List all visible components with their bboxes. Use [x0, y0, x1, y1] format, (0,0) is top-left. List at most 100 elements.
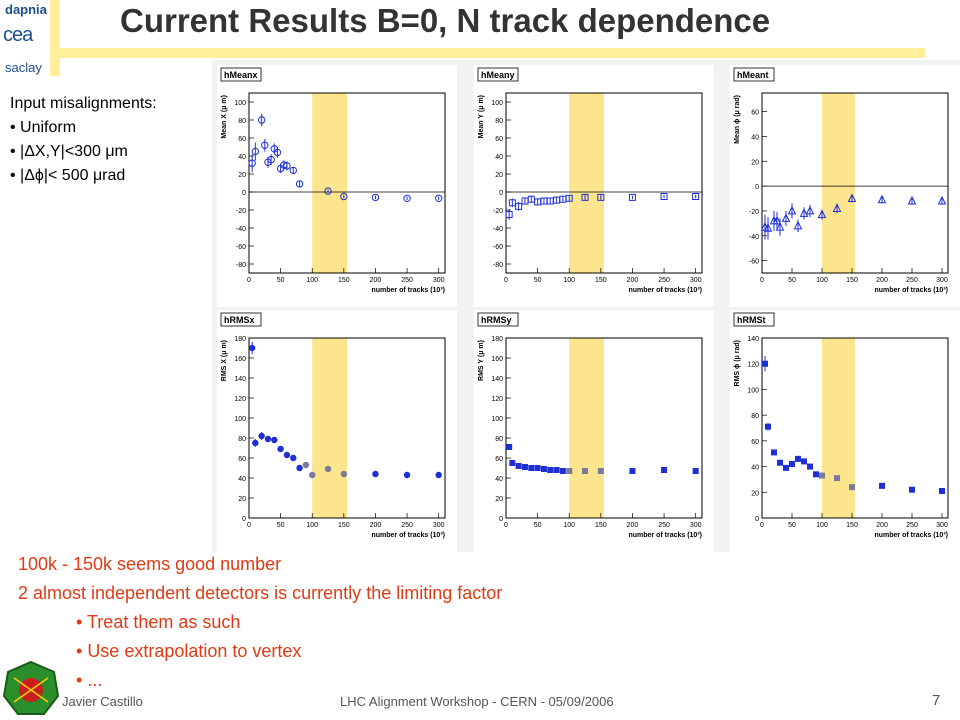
y-tick-label: 20 [751, 490, 759, 497]
x-tick-label: 150 [846, 277, 858, 284]
y-tick-label: 60 [751, 110, 759, 117]
x-tick-label: 100 [816, 522, 828, 529]
plot-frame [761, 92, 949, 274]
y-tick-label: 60 [238, 136, 246, 143]
y-tick-label: 40 [495, 476, 503, 483]
data-point [597, 193, 605, 201]
y-tick-label: 60 [751, 439, 759, 446]
chart-title-box [220, 312, 262, 327]
data-point [264, 435, 272, 443]
x-tick-label: 200 [370, 277, 382, 284]
note-bullet-text: Treat them as such [86, 612, 241, 632]
note-bullet-text: ... [87, 670, 103, 690]
y-tick-label: 40 [751, 465, 759, 472]
x-tick-label: 0 [247, 522, 251, 529]
data-point [692, 468, 699, 474]
y-tick-label: 20 [238, 172, 246, 179]
logo-accent-bar [50, 0, 60, 76]
data-point [805, 205, 815, 215]
y-tick-label: 0 [242, 516, 246, 523]
data-point [506, 444, 513, 450]
x-tick-label: 200 [876, 522, 888, 529]
y-tick-label: -60 [493, 244, 503, 251]
data-point [403, 194, 411, 203]
y-axis-label: Mean Y (μ m) [478, 95, 485, 138]
logo-top-text: dapnia [5, 2, 47, 17]
data-point [781, 213, 791, 222]
plot-panel-hrmsx: hRMSx 0 20 40 60 80 100 120 140 160 180 0 50 100 150 20… [217, 310, 457, 552]
y-tick-label: 100 [491, 416, 503, 423]
note-bullet: • Treat them as such [76, 612, 241, 632]
chart-hRMSt: hRMSt 0 20 40 60 80 100 120 140 0 50 100 150 200 250 30… [733, 312, 949, 539]
y-tick-label: 60 [238, 456, 246, 463]
data-point [819, 472, 825, 479]
x-tick-label: 250 [401, 522, 413, 529]
y-tick-label: 20 [495, 172, 503, 179]
data-point [252, 439, 259, 447]
data-point [559, 468, 566, 474]
data-point [257, 116, 266, 124]
y-axis-label: Mean ϕ (μ rad) [734, 95, 741, 144]
y-tick-label: 40 [238, 476, 246, 483]
data-point [777, 459, 783, 466]
y-tick-label: 40 [238, 154, 246, 161]
data-point [309, 471, 316, 479]
highlight-band [822, 338, 855, 518]
chart-title: hMeany [481, 70, 515, 80]
data-point [771, 449, 777, 456]
chart-title: hRMSy [481, 315, 512, 325]
x-axis-label: number of tracks (10³) [371, 287, 445, 294]
data-point [582, 468, 589, 474]
plot-frame [761, 337, 949, 519]
data-point [324, 465, 332, 473]
footer-author: Javier Castillo [62, 694, 143, 709]
data-point [290, 454, 297, 462]
chart-hRMSx: hRMSx 0 20 40 60 80 100 120 140 160 180 0 50 100 150 20… [220, 312, 446, 539]
data-point [251, 147, 260, 156]
data-point [289, 166, 297, 175]
data-point [258, 432, 265, 440]
y-tick-label: 100 [234, 100, 246, 107]
data-point [553, 467, 560, 473]
y-tick-label: -40 [493, 226, 503, 233]
data-point [661, 467, 668, 473]
data-point [801, 458, 807, 465]
plot-panel-hmeanx: hMeanx -80 -60 -40 -20 0 20 40 60 80 100 0 50 100 150 2… [217, 65, 457, 307]
data-point [521, 464, 528, 470]
logo-mid-text: cea [3, 24, 33, 46]
note-line: 2 almost independent detectors is curren… [18, 583, 503, 603]
chart-title-box [220, 67, 262, 82]
data-point [302, 461, 310, 469]
x-tick-label: 50 [277, 522, 285, 529]
data-point [763, 223, 773, 232]
x-tick-label: 0 [760, 522, 764, 529]
data-point [772, 215, 782, 225]
chart-title: hMeant [737, 70, 769, 80]
data-point [789, 461, 795, 467]
note-line: 100k - 150k seems good number [18, 554, 282, 574]
y-tick-label: 20 [495, 496, 503, 503]
data-point [660, 193, 668, 200]
data-point [283, 162, 291, 170]
logo-bottom-text: saclay [5, 60, 42, 75]
x-tick-label: 150 [338, 522, 350, 529]
x-tick-label: 100 [306, 522, 318, 529]
data-point [547, 467, 554, 473]
x-axis-label: number of tracks (10³) [628, 287, 702, 294]
data-point [765, 423, 771, 430]
note-bullet: • ... [76, 670, 103, 690]
x-axis-label: number of tracks (10³) [874, 287, 948, 294]
chart-title-box [477, 67, 519, 82]
x-tick-label: 250 [658, 522, 670, 529]
data-point [528, 465, 535, 471]
note-bullet: • Use extrapolation to vertex [76, 641, 302, 661]
x-tick-label: 200 [370, 522, 382, 529]
data-point [508, 199, 516, 207]
footer-page-number: 7 [932, 692, 941, 709]
plot-frame [505, 337, 703, 519]
y-tick-label: 120 [491, 396, 503, 403]
y-tick-label: 160 [234, 356, 246, 363]
data-point [340, 192, 348, 201]
chart-hMeany: hMeany -80 -60 -40 -20 0 20 40 60 80 100 0 50 100 150 2… [477, 67, 703, 294]
data-point [787, 205, 797, 215]
